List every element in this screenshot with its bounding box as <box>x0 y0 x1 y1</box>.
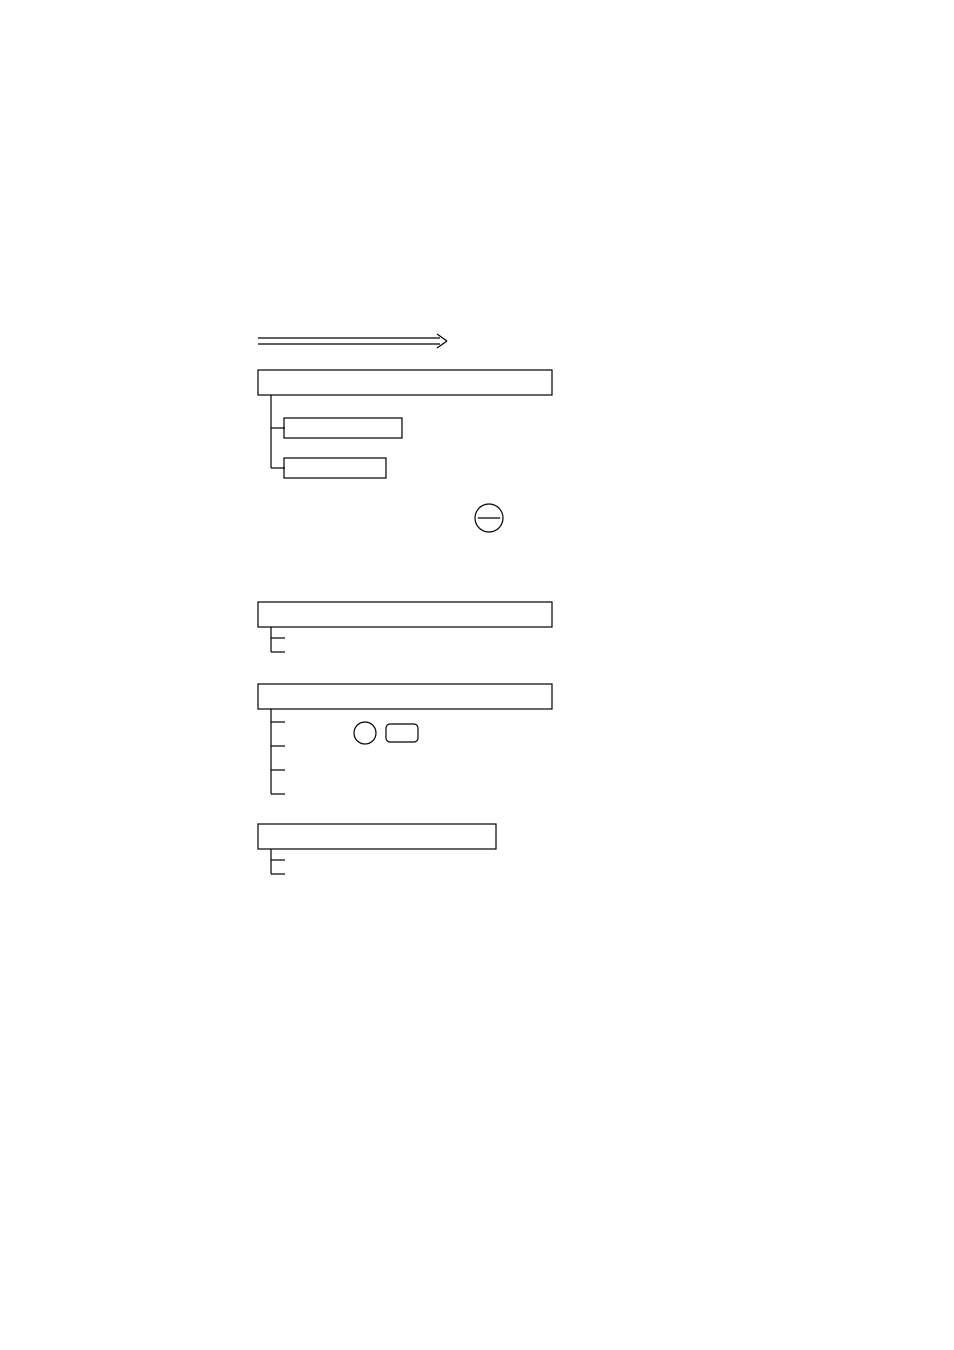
box-3-small-rect <box>386 724 418 742</box>
box-2 <box>258 602 552 627</box>
box-1 <box>258 370 552 395</box>
diagram-canvas <box>0 0 954 1350</box>
box-3 <box>258 684 552 709</box>
box-1-child-a <box>284 418 402 438</box>
box-4 <box>258 824 496 849</box>
box-1-child-b <box>284 458 386 478</box>
circle-small <box>354 722 376 744</box>
